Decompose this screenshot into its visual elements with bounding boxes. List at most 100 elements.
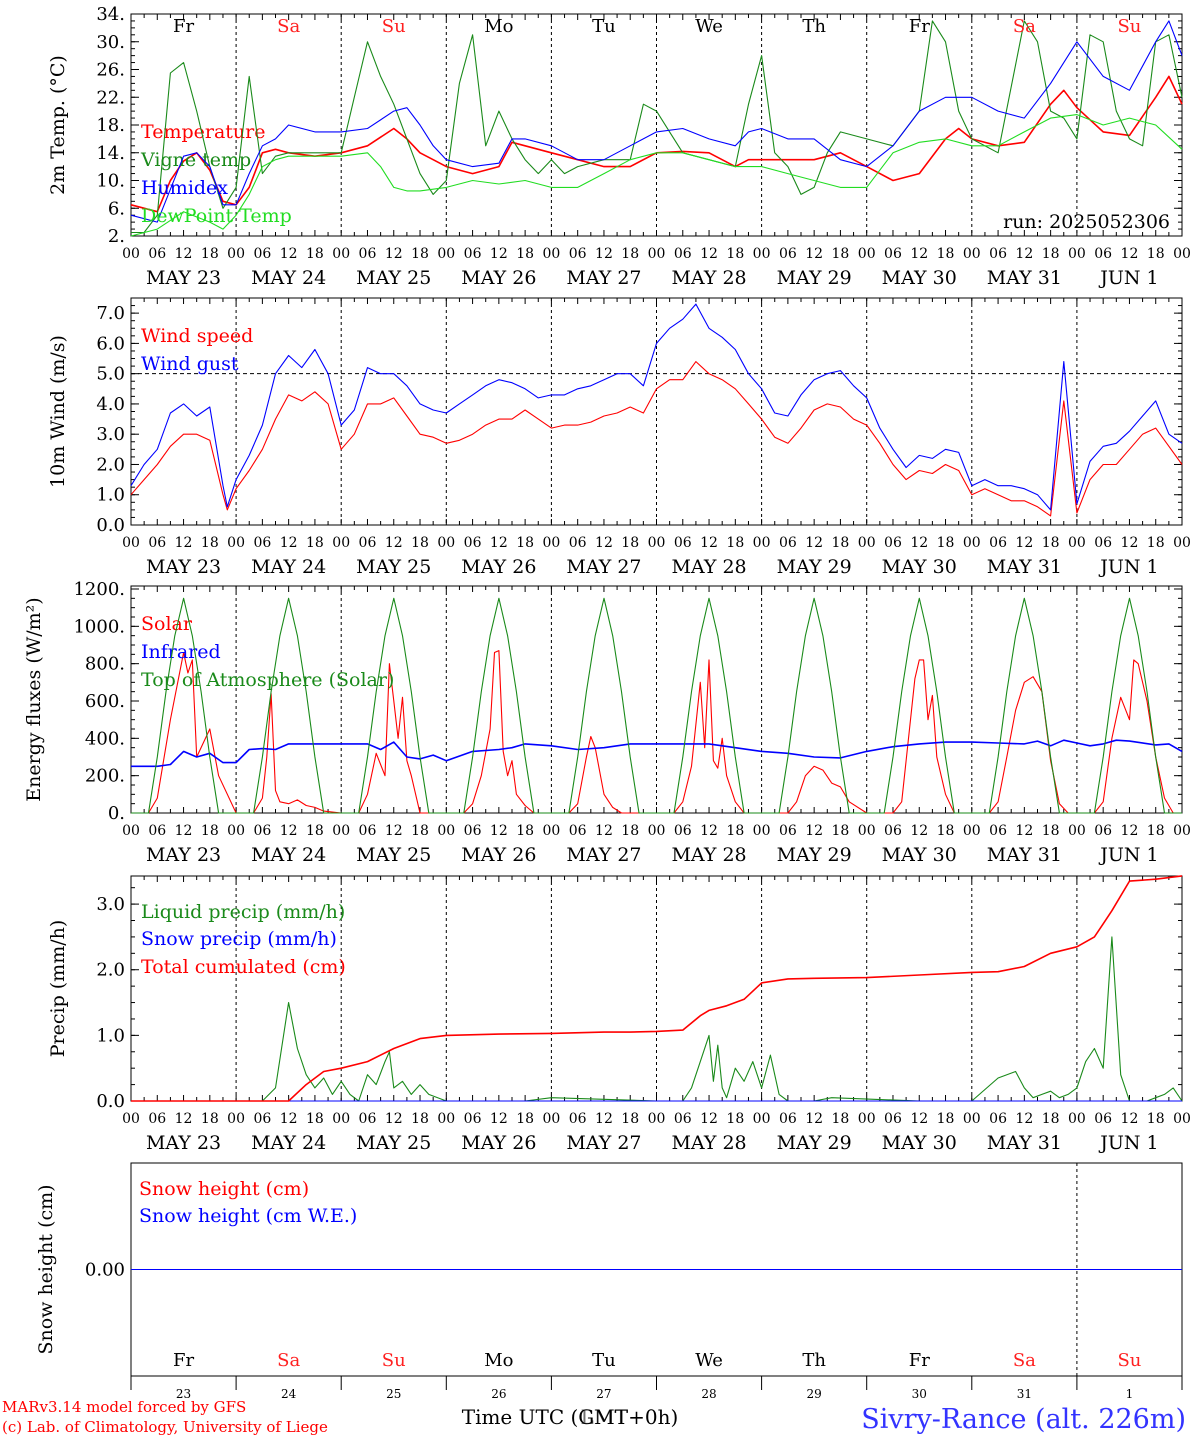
date-label: MAY 25 [356,1132,431,1154]
hour-tick-label: 00 [963,823,981,839]
hour-tick-label: 18 [726,1111,744,1127]
hour-tick-label: 06 [674,1111,692,1127]
hour-tick-label: 00 [858,1111,876,1127]
legend-entry: Snow height (cm) [139,1178,309,1200]
hour-tick-label: 00 [437,1111,455,1127]
hour-tick-label: 00 [332,823,350,839]
hour-tick-label: 18 [832,246,850,262]
series-line-total-cumulated-cm- [131,875,1183,1102]
date-label: MAY 30 [882,267,957,289]
date-label: MAY 27 [566,844,641,866]
hour-tick-label: 00 [122,1111,140,1127]
date-label: MAY 27 [566,267,641,289]
hour-tick-label: 12 [490,246,508,262]
hour-tick-label: 06 [779,246,797,262]
hour-tick-label: 00 [753,535,771,551]
hour-tick-label: 18 [937,1111,955,1127]
hour-tick-label: 06 [359,535,377,551]
hour-tick-label: 00 [1173,535,1191,551]
y-tick-label: 2.0 [96,454,125,475]
hour-tick-label: 18 [832,535,850,551]
weekday-label: Su [1117,1350,1141,1371]
hour-tick-label: 18 [1042,823,1060,839]
hour-tick-label: 18 [516,535,534,551]
hour-tick-label: 06 [148,535,166,551]
hour-tick-label: 06 [359,823,377,839]
hour-tick-label: 06 [674,823,692,839]
date-label: MAY 29 [777,267,852,289]
legend-entry: Humidex [141,177,228,199]
hour-tick-label: 06 [253,1111,271,1127]
weekday-label: Sa [277,1350,300,1371]
legend-entry: Wind gust [141,353,239,375]
hour-tick-label: 06 [569,1111,587,1127]
hour-tick-label: 06 [884,1111,902,1127]
day-number-label: 26 [491,1387,506,1401]
y-tick-label: 10. [96,171,125,192]
weekday-label: Tu [592,16,616,37]
time-axis-label: Time UTC (GMT+0h) [462,1405,679,1429]
hour-tick-label: 06 [1094,1111,1112,1127]
hour-tick-label: 06 [989,823,1007,839]
y-tick-label: 5.0 [96,364,125,385]
hour-tick-label: 18 [306,535,324,551]
day-number-label: 27 [596,1387,611,1401]
y-tick-label: 6.0 [96,333,125,354]
hour-tick-label: 12 [700,823,718,839]
hour-tick-label: 12 [490,535,508,551]
hour-tick-label: 00 [227,535,245,551]
hour-tick-label: 06 [569,535,587,551]
hour-tick-label: 00 [753,246,771,262]
y-tick-label: 2. [108,226,125,247]
date-label: JUN 1 [1098,556,1158,578]
y-axis-label: 2m Temp. (°C) [47,55,69,195]
hour-tick-label: 00 [1068,535,1086,551]
hour-tick-label: 06 [253,535,271,551]
legend-entry: Wind speed [141,325,253,347]
hour-tick-label: 06 [464,535,482,551]
series-line-wind-speed [130,361,1183,517]
hour-tick-label: 00 [858,823,876,839]
hour-tick-label: 00 [542,246,560,262]
hour-tick-label: 06 [1094,823,1112,839]
date-label: MAY 23 [146,267,221,289]
y-tick-label: 3.0 [96,894,125,915]
date-label: MAY 31 [987,556,1062,578]
hour-tick-label: 06 [1094,246,1112,262]
hour-tick-label: 18 [621,823,639,839]
hour-tick-label: 00 [122,823,140,839]
hour-tick-label: 00 [1068,246,1086,262]
hour-tick-label: 00 [227,823,245,839]
hour-tick-label: 06 [884,535,902,551]
hour-tick-label: 18 [1147,535,1165,551]
hour-tick-label: 00 [542,1111,560,1127]
hour-tick-label: 18 [201,823,219,839]
hour-tick-label: 18 [1147,246,1165,262]
hour-tick-label: 18 [621,535,639,551]
hour-tick-label: 18 [937,535,955,551]
panel-4: 3.0 2.0 1.0 0.0 Precip (mm/h) Liquid precip (… [47,875,1191,1154]
weekday-label: We [695,1350,723,1371]
y-tick-label: 3.0 [96,424,125,445]
day-number-label: 25 [386,1387,401,1401]
date-label: MAY 23 [146,1132,221,1154]
hour-tick-label: 06 [148,246,166,262]
hour-tick-label: 06 [779,535,797,551]
date-label: MAY 28 [671,267,746,289]
date-label: MAY 25 [356,556,431,578]
hour-tick-label: 00 [648,246,666,262]
hour-tick-label: 12 [1121,246,1139,262]
y-tick-label: 0.0 [96,515,125,536]
date-label: MAY 27 [566,556,641,578]
y-axis-label: 10m Wind (m/s) [47,335,69,488]
hour-tick-label: 18 [516,246,534,262]
hour-tick-label: 18 [201,246,219,262]
hour-tick-label: 00 [1068,1111,1086,1127]
y-tick-label: 30. [96,32,125,53]
y-tick-label: 400. [85,728,125,749]
credit-line-2: (c) Lab. of Climatology, University of L… [2,1418,328,1436]
hour-tick-label: 12 [1121,535,1139,551]
day-number-label: 28 [701,1387,716,1401]
hour-tick-label: 12 [1015,535,1033,551]
weekday-label: Tu [592,1350,616,1371]
